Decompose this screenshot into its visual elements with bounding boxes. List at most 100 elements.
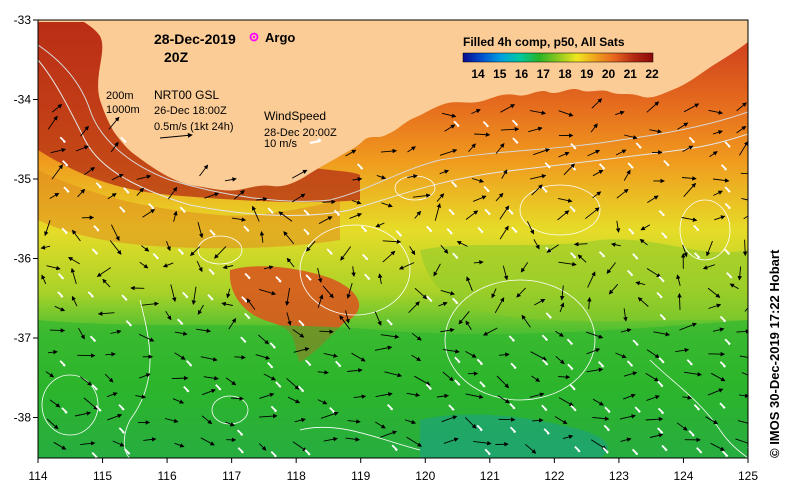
wind-barb bbox=[626, 269, 634, 277]
wind-barb bbox=[632, 339, 639, 346]
wind-barb bbox=[569, 205, 576, 213]
current-arrow bbox=[48, 349, 58, 355]
current-arrow bbox=[102, 278, 111, 288]
x-tick-label: 125 bbox=[738, 469, 758, 483]
wind-barb bbox=[659, 313, 666, 321]
current-arrow bbox=[143, 437, 157, 442]
current-arrow bbox=[77, 188, 86, 198]
current-arrow bbox=[380, 430, 398, 438]
current-arrow bbox=[516, 287, 527, 298]
current-arrow bbox=[615, 149, 627, 156]
current-arrow bbox=[562, 434, 574, 440]
current-arrow bbox=[352, 177, 363, 182]
wind-barb bbox=[179, 206, 186, 213]
current-arrow bbox=[318, 216, 333, 224]
x-tick-label: 118 bbox=[287, 469, 306, 483]
wind-barb bbox=[657, 380, 664, 388]
current-arrow bbox=[351, 352, 366, 362]
current-arrow bbox=[414, 375, 431, 386]
current-arrow bbox=[380, 334, 400, 339]
wind-barb bbox=[541, 404, 548, 412]
legend-wind-time: 28-Dec 20:00Z bbox=[264, 127, 337, 139]
current-arrow bbox=[592, 191, 602, 199]
current-arrow bbox=[109, 240, 122, 255]
current-arrow bbox=[649, 433, 664, 438]
current-arrow bbox=[465, 351, 477, 358]
wind-barb bbox=[724, 338, 731, 346]
current-arrow bbox=[108, 116, 120, 130]
current-arrow bbox=[320, 411, 339, 419]
wind-barb bbox=[91, 248, 99, 255]
wind-barb bbox=[62, 160, 69, 167]
current-arrow bbox=[197, 304, 204, 315]
current-arrow bbox=[528, 126, 543, 133]
current-arrow bbox=[635, 281, 646, 286]
current-arrow bbox=[203, 376, 219, 381]
wind-barb bbox=[511, 119, 519, 127]
current-arrow bbox=[225, 421, 235, 427]
current-arrow bbox=[529, 110, 547, 115]
wind-barb bbox=[543, 428, 550, 435]
wind-barb bbox=[395, 230, 403, 237]
current-arrow bbox=[349, 213, 362, 219]
current-arrow bbox=[408, 301, 420, 314]
current-arrow bbox=[174, 352, 186, 360]
current-arrow bbox=[554, 416, 568, 425]
current-arrow bbox=[317, 267, 323, 284]
wind-barb bbox=[567, 363, 574, 371]
wind-barb bbox=[747, 141, 748, 142]
wind-barb bbox=[426, 295, 433, 303]
current-arrow bbox=[606, 262, 616, 274]
current-arrow bbox=[706, 240, 713, 257]
wind-barb bbox=[207, 294, 214, 301]
wind-barb bbox=[304, 449, 311, 456]
current-arrow bbox=[375, 421, 386, 429]
current-arrow bbox=[49, 328, 66, 333]
current-arrow bbox=[620, 328, 632, 333]
current-arrow bbox=[142, 209, 156, 218]
current-arrow bbox=[679, 322, 697, 331]
current-arrow bbox=[174, 442, 185, 448]
current-arrow bbox=[345, 149, 357, 157]
current-arrow bbox=[525, 443, 537, 454]
wind-barb bbox=[148, 202, 155, 210]
current-arrow bbox=[80, 441, 96, 446]
current-arrow bbox=[49, 399, 61, 408]
current-arrow bbox=[106, 392, 118, 398]
current-arrow bbox=[615, 110, 625, 116]
wind-barb bbox=[479, 381, 486, 388]
current-arrow bbox=[708, 303, 722, 309]
current-arrow bbox=[442, 371, 454, 382]
wind-barb bbox=[570, 142, 577, 150]
current-arrow bbox=[736, 102, 747, 112]
colorbar-tick-label: 19 bbox=[580, 67, 594, 81]
current-arrow bbox=[558, 261, 577, 267]
wind-barb bbox=[602, 447, 609, 454]
wind-barb bbox=[628, 228, 635, 235]
wind-barb bbox=[626, 360, 634, 367]
wind-barb bbox=[453, 120, 460, 128]
current-arrow bbox=[639, 238, 648, 246]
wind-barb bbox=[657, 407, 665, 415]
current-arrow bbox=[707, 388, 724, 396]
current-arrow bbox=[78, 327, 85, 340]
cool-band bbox=[38, 320, 748, 458]
current-arrow bbox=[483, 327, 498, 336]
current-arrow bbox=[592, 169, 604, 177]
current-arrow bbox=[458, 311, 470, 325]
wind-barb bbox=[237, 447, 244, 454]
current-arrow bbox=[500, 104, 516, 113]
wind-barb bbox=[757, 319, 762, 324]
current-arrow bbox=[710, 442, 725, 451]
current-arrow bbox=[681, 217, 698, 222]
current-arrow bbox=[592, 398, 604, 406]
current-arrow bbox=[465, 393, 484, 399]
current-arrow bbox=[623, 371, 638, 377]
current-arrow bbox=[520, 262, 529, 273]
current-arrow bbox=[712, 130, 723, 135]
current-arrow bbox=[645, 416, 664, 422]
x-axis: 114 115 116 117 118 119 120 121 122 123 124 125 bbox=[28, 458, 758, 483]
current-arrow bbox=[322, 199, 336, 205]
current-arrow bbox=[351, 266, 356, 277]
wind-barb bbox=[183, 385, 190, 393]
